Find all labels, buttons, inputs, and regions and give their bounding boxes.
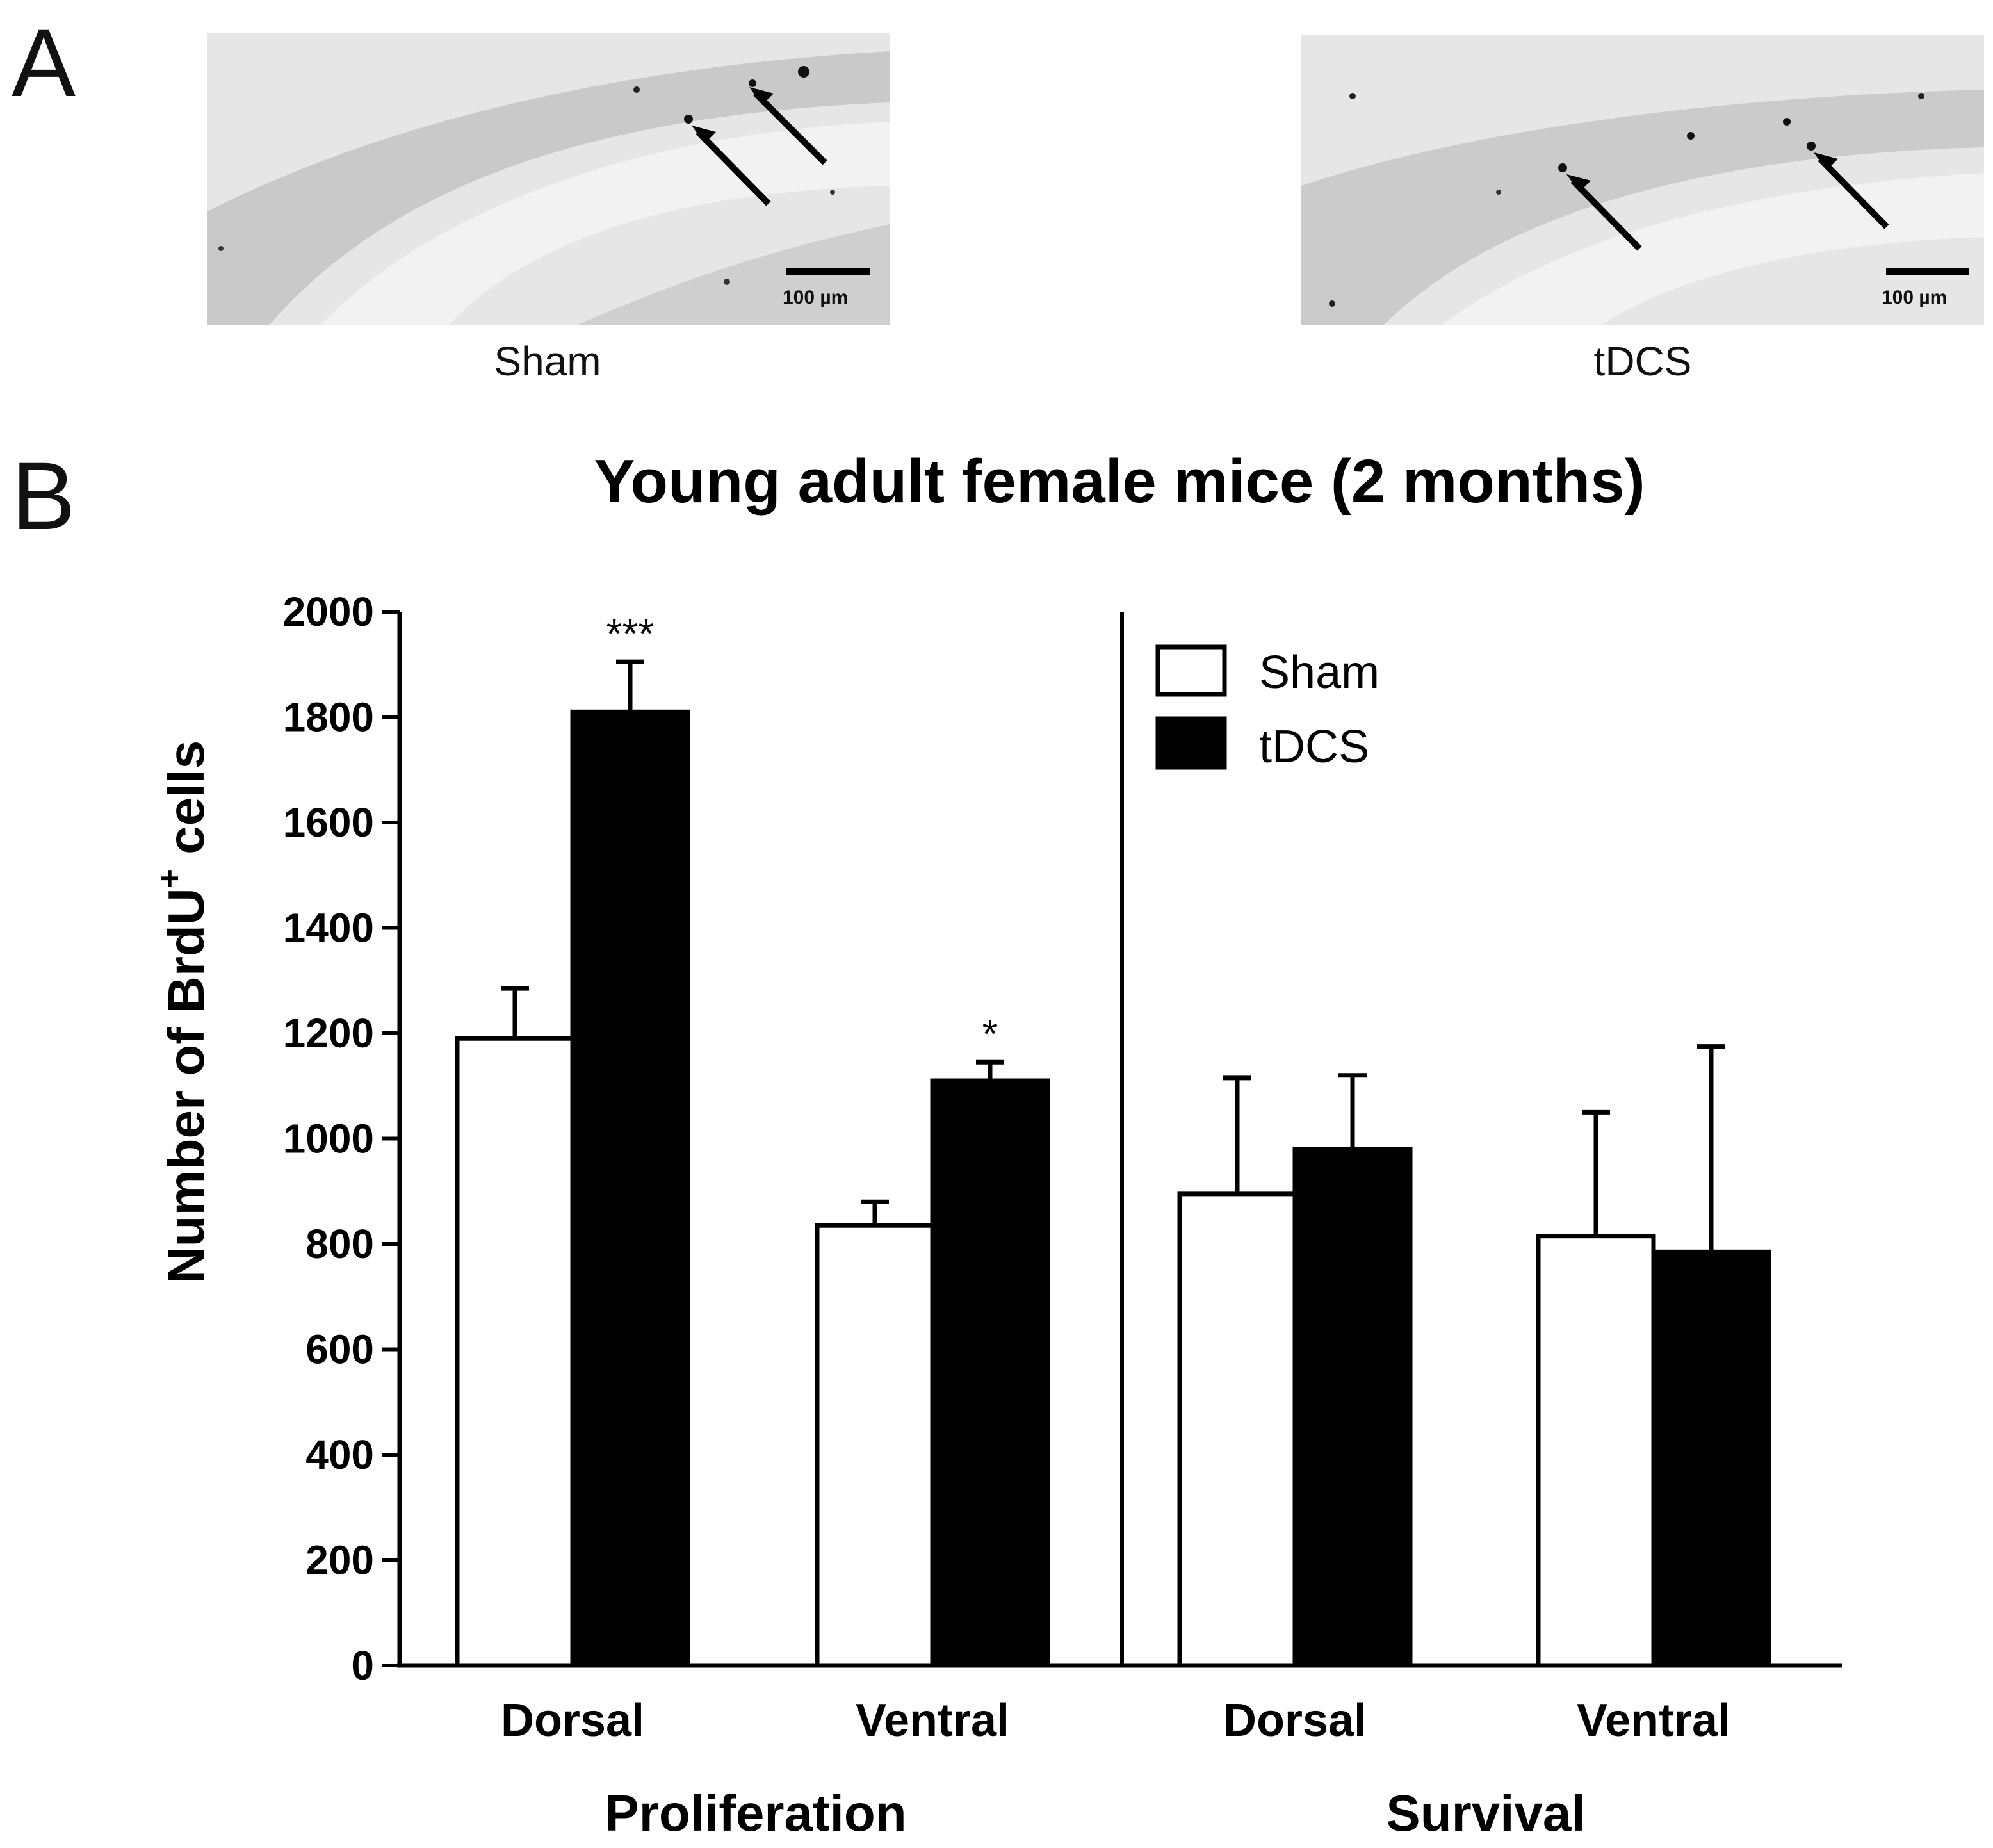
- y-tick-label-8: 1600: [283, 799, 374, 846]
- legend: Sham tDCS: [1155, 644, 1379, 773]
- group-label-0: Proliferation: [605, 1785, 906, 1842]
- arrow-3: [1570, 178, 1642, 251]
- scale-bar-label-tdcs: 100 µm: [1882, 287, 1947, 308]
- arrow-4: [1818, 156, 1889, 229]
- arrow-1: [696, 129, 771, 206]
- y-tick-label-1: 200: [305, 1537, 374, 1583]
- x-category-label-3: Ventral: [1577, 1695, 1730, 1746]
- legend-label-tdcs: tDCS: [1259, 721, 1369, 773]
- panel-b-letter: B: [12, 442, 76, 550]
- y-tick-label-9: 1800: [283, 694, 374, 740]
- bar-sham-0: [455, 1036, 575, 1668]
- y-tick-label-2: 400: [305, 1432, 374, 1478]
- chart-plot-area: 0 200 400 600 800 1000 1200 1400 1600 1800 2000 Dor…: [283, 589, 1771, 1842]
- y-tick-label-4: 800: [305, 1221, 374, 1267]
- bar-sham-3: [1536, 1234, 1656, 1668]
- significance-marker-1: *: [982, 1011, 998, 1057]
- y-tick-label-7: 1400: [283, 905, 374, 951]
- bar-sham-1: [815, 1223, 935, 1668]
- significance-marker-0: ***: [606, 610, 655, 657]
- arrow-2: [753, 91, 827, 165]
- caption-sham: Sham: [494, 338, 601, 384]
- panel-a-letter: A: [12, 9, 76, 117]
- bar-tdcs-1: [930, 1078, 1050, 1668]
- legend-label-sham: Sham: [1259, 647, 1379, 698]
- legend-swatch-tdcs: [1155, 716, 1227, 770]
- bar-tdcs-2: [1292, 1147, 1413, 1668]
- x-category-label-2: Dorsal: [1223, 1695, 1367, 1746]
- y-tick-label-3: 600: [305, 1327, 374, 1373]
- bar-tdcs-3: [1651, 1249, 1771, 1668]
- bar-tdcs-0: [570, 709, 690, 1668]
- legend-swatch-sham: [1155, 644, 1227, 697]
- y-axis-label: Number of BrdU+ cells: [151, 740, 215, 1284]
- group-label-1: Survival: [1386, 1785, 1585, 1842]
- x-category-label-0: Dorsal: [501, 1695, 644, 1746]
- scale-bar-label-sham: 100 µm: [783, 287, 848, 308]
- x-category-label-1: Ventral: [856, 1695, 1009, 1746]
- y-tick-label-5: 1000: [283, 1116, 374, 1162]
- caption-tdcs: tDCS: [1594, 338, 1692, 384]
- y-tick-label-0: 0: [351, 1642, 374, 1689]
- micrograph-sham: 100 µm: [207, 33, 890, 325]
- y-tick-label-10: 2000: [283, 589, 374, 635]
- chart-title: Young adult female mice (2 months): [594, 447, 1645, 516]
- y-tick-label-6: 1200: [283, 1010, 374, 1056]
- micrograph-tdcs: 100 µm: [1301, 35, 1984, 325]
- bar-sham-2: [1177, 1191, 1297, 1668]
